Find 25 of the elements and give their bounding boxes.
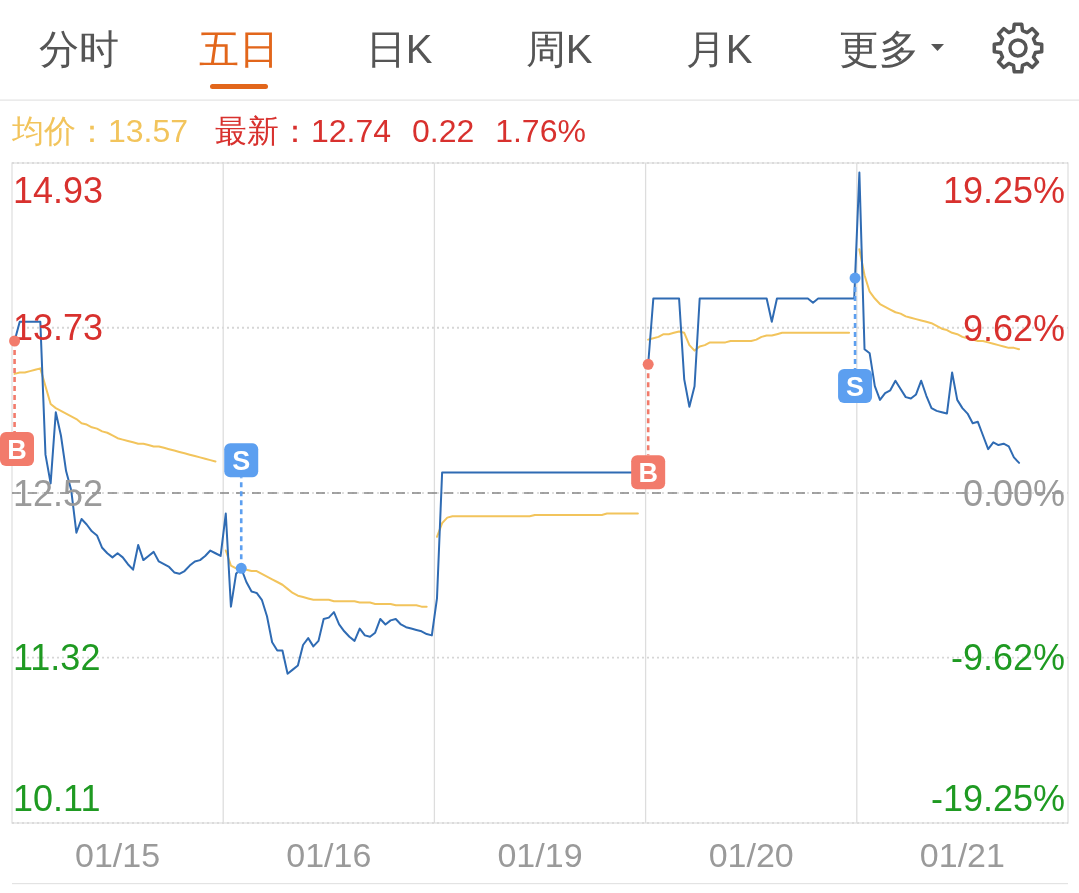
x-tick-label: 01/19 (497, 836, 583, 874)
y2-tick-label: 9.62% (962, 307, 1065, 349)
chart-subtitle: 最新：12.74 0.22 1.76% (215, 113, 586, 149)
text: 日K (365, 27, 433, 71)
y2-tick-label: 19.25% (942, 169, 1065, 211)
text: 更多 (839, 27, 919, 71)
text: 分时 (39, 27, 119, 71)
y2-tick-label: -9.62% (950, 637, 1065, 679)
annotation: B (638, 458, 658, 489)
x-tick-label: 01/20 (708, 836, 794, 874)
text: 月K (685, 27, 753, 71)
x-tick-label: 01/16 (286, 836, 372, 874)
text: 均价：13.57 (11, 113, 189, 149)
y-tick-label: 11.32 (13, 636, 101, 678)
y-tick-label: 14.93 (13, 169, 104, 211)
y-tick-label: 10.11 (13, 777, 101, 819)
x-tick-label: 01/15 (75, 836, 161, 874)
annotation: S (846, 372, 865, 403)
chart-title: 五日 (199, 27, 279, 71)
text: 周K (525, 27, 593, 71)
annotation: B (7, 435, 27, 466)
y2-tick-label: 0.00% (962, 472, 1065, 514)
x-tick-label: 01/21 (919, 836, 1005, 874)
y2-tick-label: -19.25% (930, 777, 1065, 819)
annotation: S (232, 446, 251, 477)
